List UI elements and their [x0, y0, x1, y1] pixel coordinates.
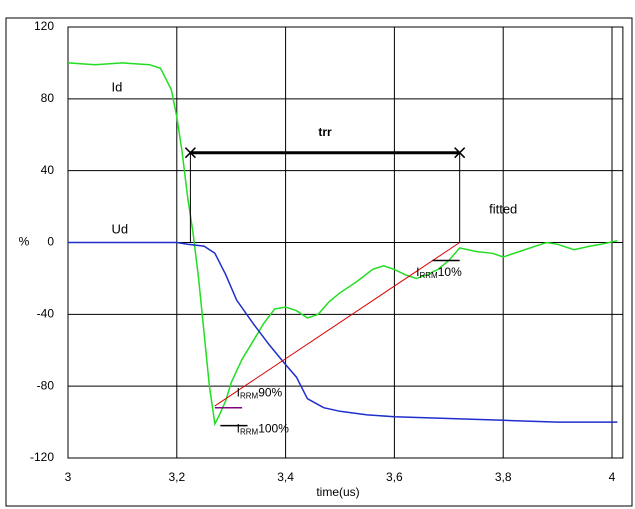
y-tick-label: -80 — [37, 378, 55, 392]
irrm-main: I — [416, 265, 419, 279]
y-tick-label: 40 — [41, 163, 55, 177]
y-axis-label: % — [19, 235, 30, 249]
trr-cross — [454, 147, 466, 159]
x-tick-label: 3 — [65, 470, 72, 484]
x-tick-label: 3,4 — [277, 470, 294, 484]
chart-frame — [5, 17, 633, 507]
y-tick-label: -40 — [37, 307, 55, 321]
trr-label: trr — [318, 125, 332, 139]
line — [214, 242, 460, 407]
x-tick-label: 4 — [609, 470, 616, 484]
line — [67, 62, 618, 427]
series-label: Id — [112, 79, 123, 94]
y-tick-label: 80 — [41, 91, 55, 105]
irrm-suffix: 90% — [258, 386, 282, 400]
irrm-label: IRRM100% — [237, 421, 290, 436]
y-tick-label: 0 — [47, 235, 54, 249]
y-tick-label: -120 — [30, 450, 54, 464]
irrm-suffix: 100% — [258, 421, 289, 435]
x-axis-label: time(us) — [316, 485, 359, 499]
irrm-main: I — [237, 421, 240, 435]
line — [68, 241, 618, 423]
irrm-suffix: 10% — [438, 265, 462, 279]
x-tick-label: 3,8 — [495, 470, 512, 484]
irrm-label: IRRM10% — [416, 265, 462, 280]
irrm-sub: RRM — [240, 391, 259, 400]
irrm-sub: RRM — [240, 427, 259, 436]
irrm-label: IRRM90% — [237, 386, 283, 401]
x-tick-label: 3,6 — [386, 470, 403, 484]
series-label: Ud — [112, 221, 129, 236]
series-label: fitted — [489, 202, 517, 217]
y-tick-label: 120 — [34, 19, 54, 33]
irrm-main: I — [237, 386, 240, 400]
irrm-sub: RRM — [420, 271, 439, 280]
trr-cross — [184, 147, 196, 159]
x-tick-label: 3,2 — [168, 470, 185, 484]
